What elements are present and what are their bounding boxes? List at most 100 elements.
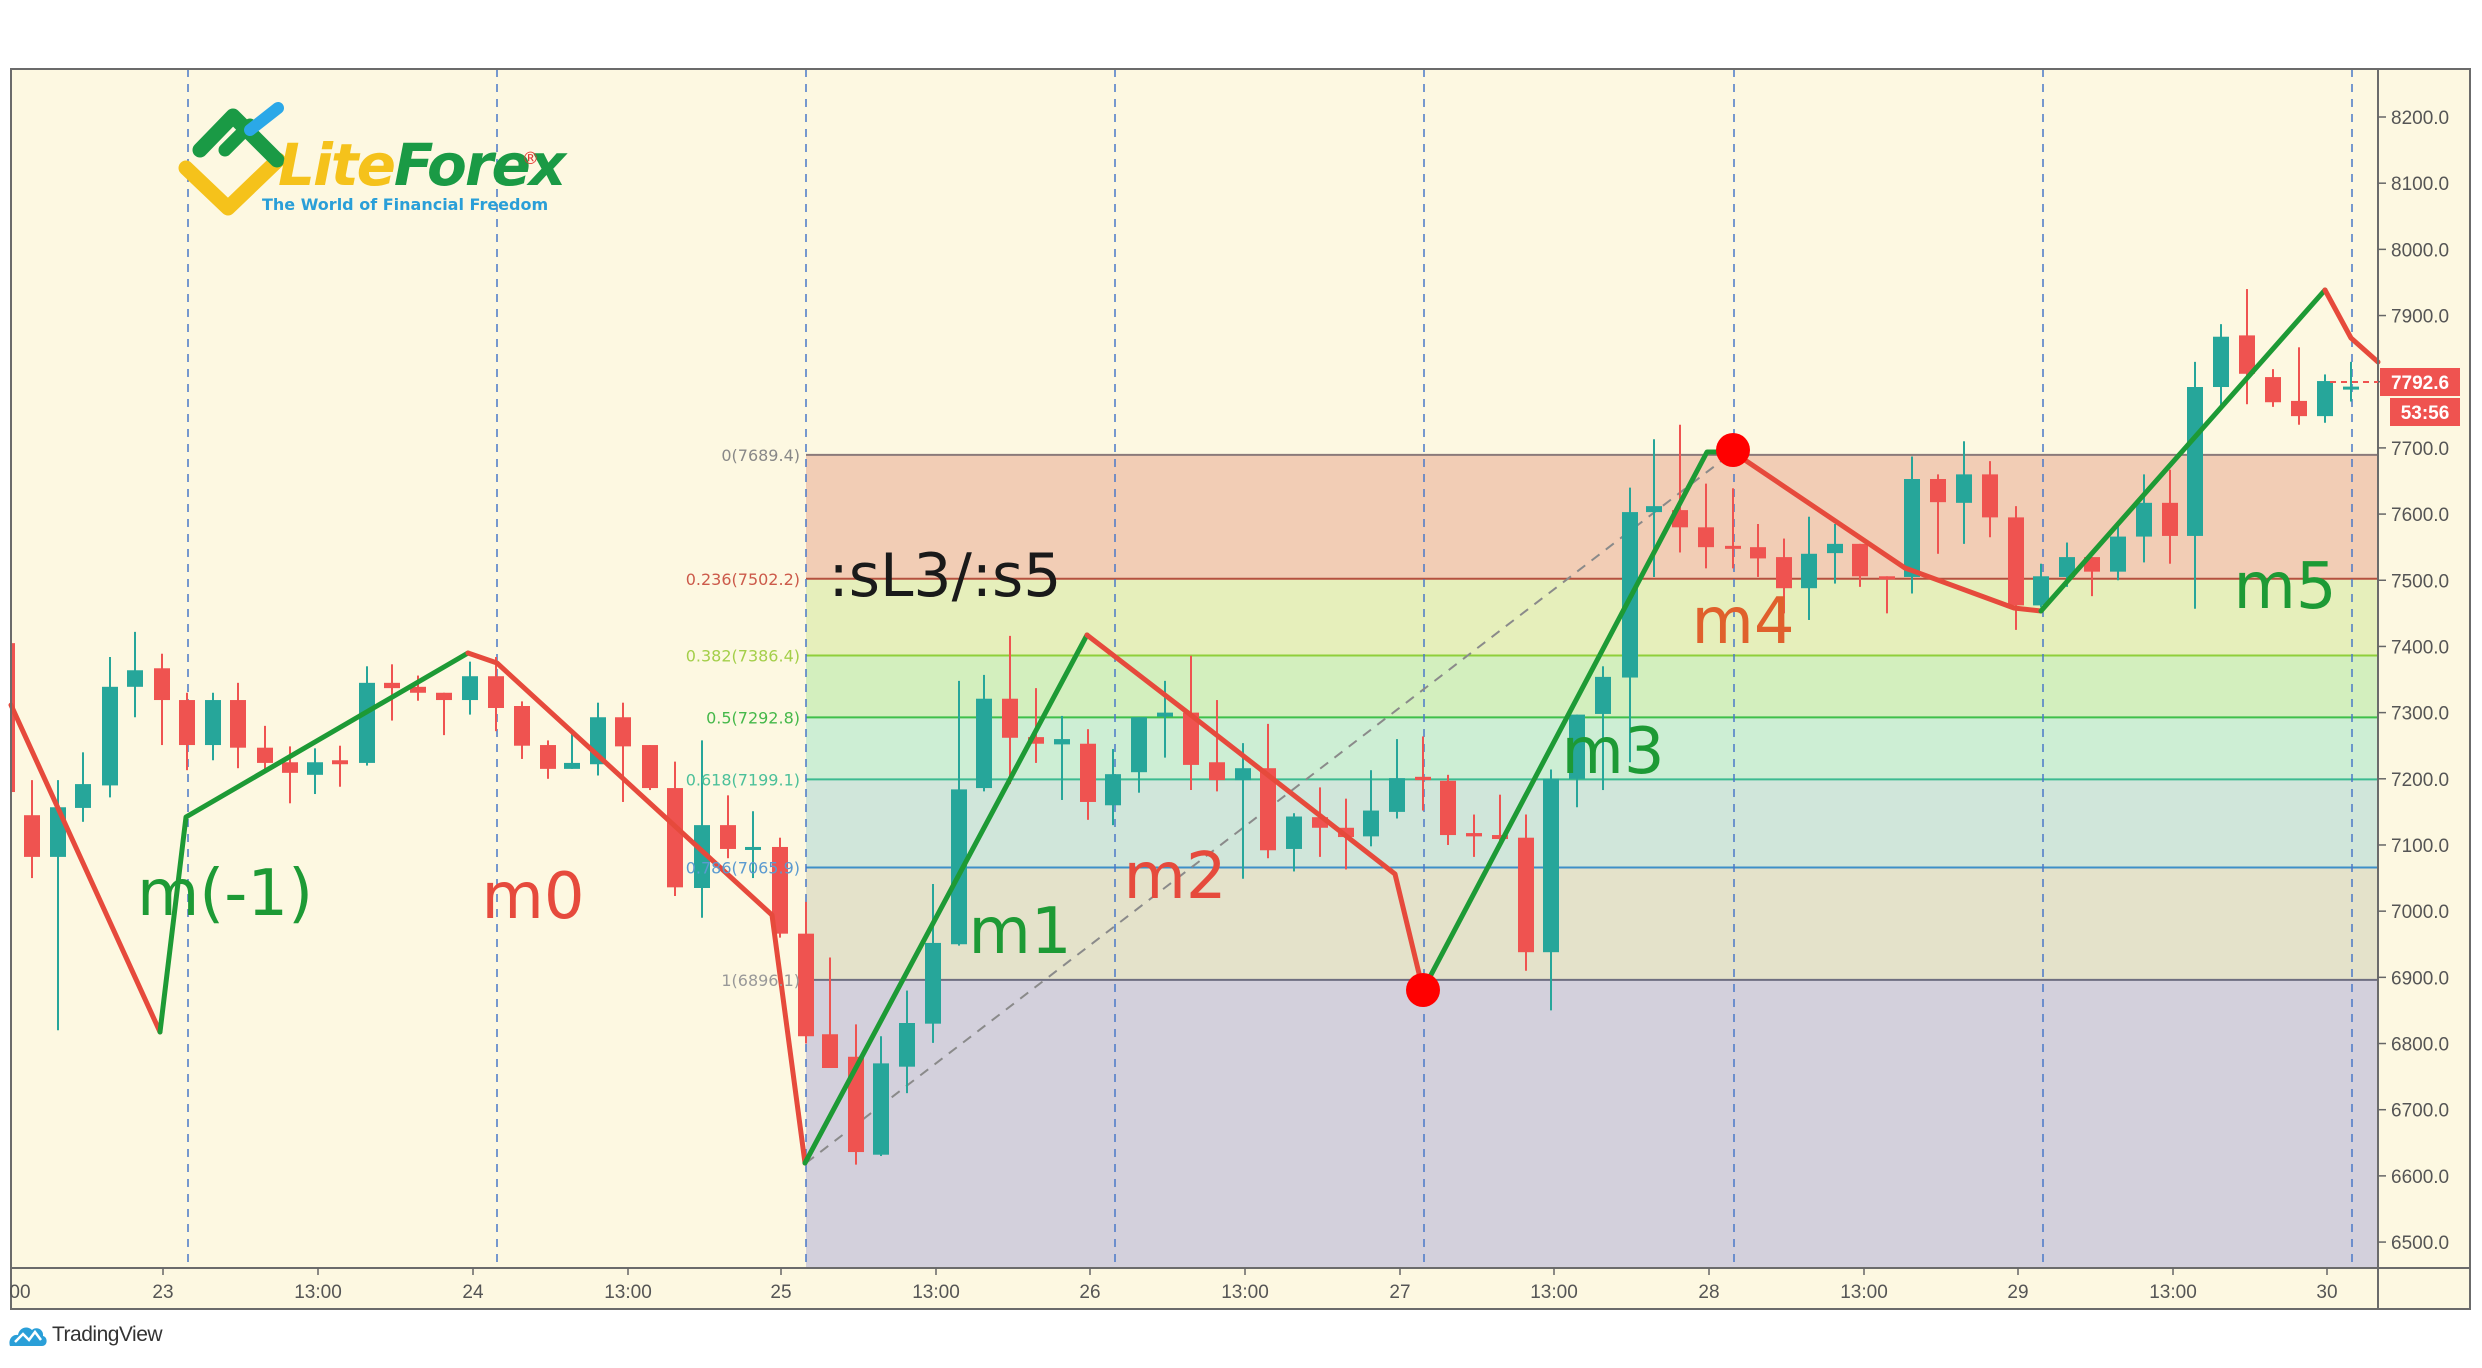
candle-body [1750, 547, 1766, 559]
candle-bullish [2343, 361, 2359, 402]
candle-body [436, 692, 452, 701]
fib-band [806, 578, 2378, 656]
fib-level-label: 0.618(7199.1) [686, 770, 800, 789]
candle-bullish [1543, 769, 1559, 1011]
candle-body [667, 788, 683, 888]
candle-bullish [462, 661, 478, 715]
candle-body [615, 717, 631, 747]
candle-body [102, 686, 118, 786]
candle-bearish [1879, 576, 1895, 614]
price-axis[interactable]: 8200.08100.08000.07900.07800.07700.07600… [2378, 108, 2449, 1254]
candle-body [230, 700, 246, 748]
candle-body [154, 668, 170, 701]
candle-body [2213, 336, 2229, 388]
candle-body [1440, 780, 1456, 836]
fib-level-label: 0.786(7065.9) [686, 859, 800, 878]
candle-bearish [488, 657, 504, 732]
tradingview-logo[interactable]: TradingView [8, 1322, 163, 1348]
logo-forex: Forex [394, 131, 568, 199]
price-axis-area[interactable] [2378, 69, 2470, 1309]
wave-label: :sL3/:s5 [829, 541, 1062, 611]
time-label: 29 [2007, 1282, 2028, 1303]
logo-lite: Lite [278, 131, 395, 199]
fibonacci-retracement[interactable] [806, 453, 2378, 1268]
zigzag-indicator [8, 287, 2381, 1166]
price-label: 7300.0 [2391, 704, 2449, 725]
candle-bullish [873, 1036, 889, 1157]
candle-bearish [436, 692, 452, 736]
candle [11, 643, 15, 793]
candle-body [384, 682, 400, 689]
candle-bearish [1725, 488, 1741, 569]
price-label: 8000.0 [2391, 240, 2449, 261]
candle-body [2265, 377, 2281, 403]
candle-bullish [925, 884, 941, 1043]
zigzag-segment-down [1084, 632, 1426, 993]
candle-bullish [1363, 770, 1379, 847]
candle-body [75, 784, 91, 808]
time-label: 25 [770, 1282, 791, 1303]
pivot-dots [1406, 433, 1750, 1007]
candle-bearish [1518, 814, 1534, 971]
time-label: 27 [1389, 1282, 1410, 1303]
price-label: 6900.0 [2391, 968, 2449, 989]
time-axis[interactable]: 00 23 13:00 24 13:00 25 13:00 26 13:00 27 13:00 28 1… [9, 1268, 2338, 1303]
candle-body [179, 700, 195, 746]
candle-bearish [24, 780, 40, 879]
candle-bearish [1852, 543, 1868, 587]
candle-body [1852, 543, 1868, 577]
candle-bearish [772, 837, 788, 938]
candle-body [1312, 817, 1328, 828]
candle-bearish [1776, 538, 1792, 614]
candle-bullish [899, 990, 915, 1094]
candle-bearish [230, 682, 246, 769]
candle-bearish [848, 1024, 864, 1165]
candle-body [2239, 335, 2255, 374]
candle-bearish [2162, 469, 2178, 564]
wave-label: m1 [968, 895, 1071, 969]
candle-body [873, 1063, 889, 1155]
candle-body [1260, 768, 1276, 851]
candle-body [2008, 517, 2024, 606]
price-label: 7400.0 [2391, 637, 2449, 658]
candle-body [848, 1056, 864, 1153]
candle-bullish [359, 666, 375, 766]
time-label: 13:00 [604, 1282, 652, 1303]
tradingview-cloud-icon [9, 1327, 47, 1346]
candle-bearish [1466, 814, 1482, 857]
candle-body [1982, 474, 1998, 518]
candle-body [925, 942, 941, 1024]
candle-bearish [2265, 369, 2281, 407]
candle-bearish [1698, 483, 1714, 569]
candle-body [822, 1034, 838, 1069]
liteforex-logo: LiteForex ® The World of Financial Freed… [178, 102, 570, 216]
time-label: 28 [1698, 1282, 1719, 1303]
candle-body [899, 1023, 915, 1067]
last-price-value: 7792.6 [2391, 373, 2449, 394]
time-label: 13:00 [1221, 1282, 1269, 1303]
candle-bearish [1750, 524, 1766, 577]
candle-body [1569, 714, 1585, 779]
candle-body [1518, 837, 1534, 953]
fib-level-label: 0.382(7386.4) [686, 646, 800, 665]
zigzag-segment-up [802, 632, 1090, 1166]
candle-bearish [332, 745, 348, 787]
candle-bullish [745, 811, 761, 879]
time-axis-area[interactable] [11, 1268, 2378, 1309]
candle-body [745, 846, 761, 850]
candle-body [462, 676, 478, 701]
time-label: 30 [2316, 1282, 2337, 1303]
candle-body [951, 789, 967, 945]
candle-body [1054, 739, 1070, 745]
fib-level-label: 0.5(7292.8) [706, 708, 800, 727]
candle-body [1415, 776, 1431, 781]
candle-body [1235, 768, 1251, 781]
candle-body [694, 825, 710, 888]
zigzag-segment-up [157, 650, 471, 1035]
candle-body [1827, 543, 1843, 554]
price-label: 8100.0 [2391, 174, 2449, 195]
zigzag-segment-down [2322, 287, 2381, 365]
candle-bullish [1956, 441, 1972, 544]
candle-bullish [951, 680, 967, 946]
